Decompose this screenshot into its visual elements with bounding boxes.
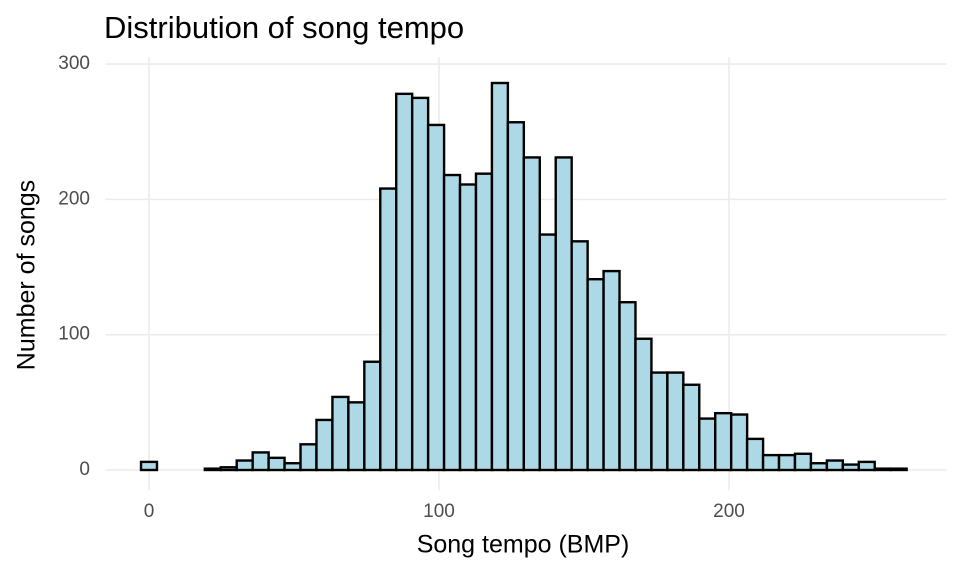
bar (809, 462, 829, 472)
bar (442, 173, 462, 472)
bar (729, 413, 749, 472)
bar (235, 459, 254, 472)
bar (379, 187, 398, 472)
y-tick-label: 100 (58, 324, 90, 345)
bar (538, 233, 557, 472)
bar (889, 467, 908, 472)
bar (219, 466, 238, 472)
x-tick-label: 0 (144, 501, 155, 522)
bar (395, 92, 414, 472)
bar (458, 183, 478, 472)
bar (315, 418, 334, 472)
bar (554, 156, 573, 472)
bar (506, 121, 526, 472)
bar (251, 451, 270, 472)
bar (634, 337, 653, 472)
bar (331, 395, 350, 472)
y-tick-label: 200 (58, 188, 90, 209)
bar (650, 371, 669, 472)
x-tick-label: 200 (713, 501, 745, 522)
bar (618, 301, 637, 472)
x-axis-title: Song tempo (BMP) (417, 531, 630, 559)
bar (586, 278, 605, 472)
bar (522, 156, 541, 472)
bar (203, 467, 222, 472)
bar (299, 443, 318, 472)
bar (602, 269, 621, 472)
y-tick-label: 300 (58, 53, 90, 74)
y-axis-title: Number of songs (13, 180, 41, 370)
bar (139, 460, 159, 472)
bar (745, 437, 765, 472)
bar (857, 460, 876, 472)
chart-title: Distribution of song tempo (104, 10, 464, 45)
bar (490, 81, 510, 472)
bar (761, 453, 781, 472)
bar (267, 456, 286, 472)
bar (714, 411, 733, 472)
bar (682, 383, 701, 472)
bar (698, 417, 717, 472)
bar (363, 360, 382, 472)
bars (139, 81, 908, 472)
bar (666, 371, 685, 472)
bar (777, 453, 797, 472)
bar (426, 123, 446, 472)
bar (825, 459, 845, 472)
y-tick-label: 0 (79, 459, 90, 480)
bar (474, 172, 494, 472)
bar (283, 462, 302, 472)
bar (841, 463, 860, 472)
bar (347, 401, 366, 472)
bar (410, 96, 430, 472)
bar (793, 452, 813, 472)
bar (873, 467, 892, 472)
x-tick-label: 100 (423, 501, 455, 522)
bar (570, 240, 589, 472)
